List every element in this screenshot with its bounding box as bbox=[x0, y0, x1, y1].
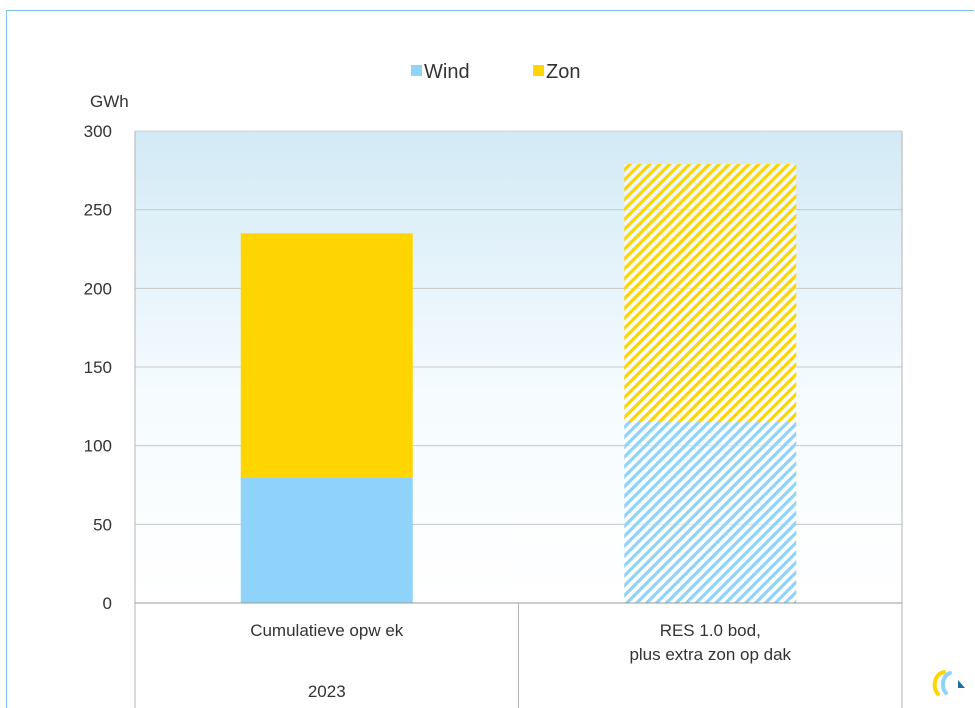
bar-zon-2 bbox=[624, 164, 797, 423]
y-tick-label: 150 bbox=[84, 358, 112, 377]
x-group-label: 2023 bbox=[308, 682, 346, 701]
bar-wind-1 bbox=[240, 477, 413, 603]
y-axis-ticks: 0 50 100 150 200 250 300 bbox=[84, 122, 112, 613]
chart-frame bbox=[6, 10, 974, 708]
logo-icon bbox=[932, 670, 965, 696]
bar-zon-1 bbox=[240, 233, 413, 478]
y-tick-label: 50 bbox=[93, 515, 112, 534]
y-tick-label: 250 bbox=[84, 201, 112, 220]
bar-wind-2 bbox=[624, 422, 797, 603]
x-category-label: plus extra zon op dak bbox=[629, 645, 791, 664]
legend: Wind Zon bbox=[411, 61, 580, 83]
legend-swatch-zon bbox=[533, 65, 544, 76]
legend-swatch-wind bbox=[411, 65, 422, 76]
y-tick-label: 100 bbox=[84, 437, 112, 456]
y-axis-label: GWh bbox=[90, 92, 129, 111]
legend-label-zon: Zon bbox=[546, 61, 580, 83]
bars bbox=[240, 164, 797, 603]
x-category-label: Cumulatieve opw ek bbox=[250, 621, 404, 640]
legend-label-wind: Wind bbox=[424, 61, 470, 83]
x-axis-labels: Cumulatieve opw ek RES 1.0 bod, plus extra… bbox=[250, 621, 791, 701]
x-category-label: RES 1.0 bod, bbox=[660, 621, 761, 640]
y-tick-label: 0 bbox=[103, 594, 112, 613]
axes bbox=[134, 130, 903, 708]
y-tick-label: 200 bbox=[84, 279, 112, 298]
y-tick-label: 300 bbox=[84, 122, 112, 141]
